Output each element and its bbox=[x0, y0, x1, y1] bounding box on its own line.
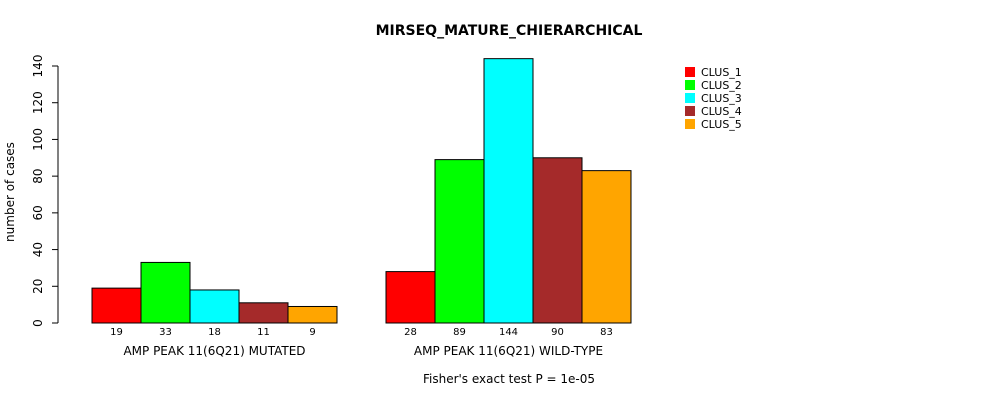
bar-clus-1-group-1 bbox=[91, 287, 142, 324]
y-tick-label: 80 bbox=[31, 169, 45, 184]
bar-count-label: 9 bbox=[309, 327, 315, 338]
y-tick-label: 40 bbox=[31, 242, 45, 257]
bar-clus-2-group-1 bbox=[140, 261, 191, 324]
y-tick-label: 140 bbox=[31, 55, 45, 78]
bar-count-label: 33 bbox=[159, 327, 172, 338]
legend-label-clus-2: CLUS_2 bbox=[701, 79, 742, 92]
bar-count-label: 90 bbox=[551, 327, 564, 338]
bar-clus-3-group-2 bbox=[483, 58, 534, 324]
y-tick-label: 120 bbox=[31, 91, 45, 114]
bar-clus-5-group-1 bbox=[287, 305, 338, 324]
bar-clus-5-group-2 bbox=[581, 170, 632, 324]
bar-count-label: 83 bbox=[600, 327, 613, 338]
group-label-2: AMP PEAK 11(6Q21) WILD-TYPE bbox=[414, 344, 603, 358]
bar-count-label: 11 bbox=[257, 327, 270, 338]
bar-count-label: 19 bbox=[110, 327, 123, 338]
bar-clus-4-group-2 bbox=[532, 157, 583, 324]
group-labels-layer: AMP PEAK 11(6Q21) MUTATED AMP PEAK 11(6Q2… bbox=[123, 344, 603, 358]
legend-label-clus-1: CLUS_1 bbox=[701, 66, 742, 79]
y-axis: 0 20 40 60 80 100 120 140 bbox=[31, 55, 59, 327]
bar-count-label: 89 bbox=[453, 327, 466, 338]
bar-clus-3-group-1 bbox=[189, 289, 240, 324]
legend-swatch-clus-2 bbox=[685, 80, 695, 90]
bar-clus-2-group-2 bbox=[434, 159, 485, 324]
legend-label-clus-5: CLUS_5 bbox=[701, 118, 742, 131]
fisher-test-footnote: Fisher's exact test P = 1e-05 bbox=[423, 372, 595, 386]
y-tick-label: 0 bbox=[31, 319, 45, 327]
y-tick-label: 60 bbox=[31, 205, 45, 220]
legend-label-clus-4: CLUS_4 bbox=[701, 105, 742, 118]
bar-count-label: 28 bbox=[404, 327, 417, 338]
legend-swatch-clus-1 bbox=[685, 67, 695, 77]
bars-layer bbox=[91, 58, 632, 324]
legend-swatch-clus-3 bbox=[685, 93, 695, 103]
y-tick-label: 100 bbox=[31, 128, 45, 151]
bar-count-label: 144 bbox=[499, 327, 518, 338]
legend-swatch-clus-5 bbox=[685, 119, 695, 129]
group-label-1: AMP PEAK 11(6Q21) MUTATED bbox=[123, 344, 305, 358]
bar-clus-4-group-1 bbox=[238, 302, 289, 324]
bar-clus-1-group-2 bbox=[385, 271, 436, 324]
y-tick-label: 20 bbox=[31, 279, 45, 294]
count-labels-layer: 19 33 18 11 9 28 89 144 90 83 bbox=[110, 327, 613, 338]
legend-label-clus-3: CLUS_3 bbox=[701, 92, 742, 105]
bar-count-label: 18 bbox=[208, 327, 221, 338]
y-axis-title: number of cases bbox=[3, 142, 17, 242]
legend-swatch-clus-4 bbox=[685, 106, 695, 116]
chart-title: MIRSEQ_MATURE_CHIERARCHICAL bbox=[376, 23, 643, 39]
